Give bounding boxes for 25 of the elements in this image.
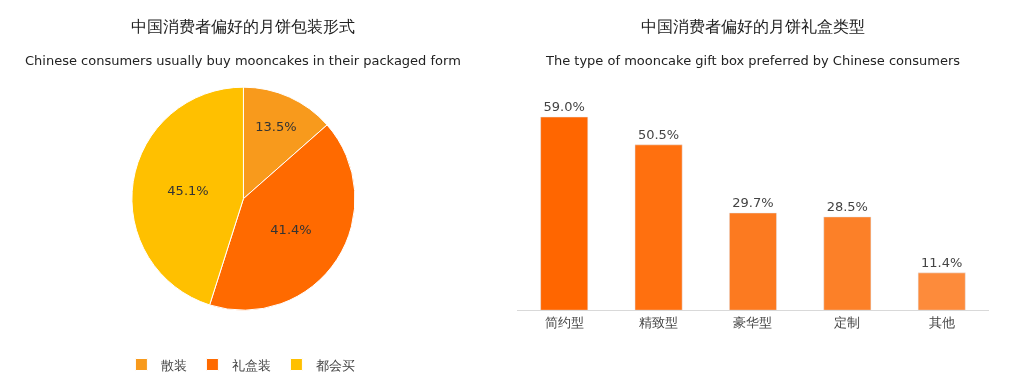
bar	[823, 216, 872, 311]
chart-title: 中国消费者偏好的月饼包装形式	[131, 17, 355, 36]
data-label: 13.5%	[255, 119, 297, 135]
legend-label: 散装	[161, 357, 188, 373]
x-tick-label: 豪华型	[733, 314, 773, 330]
legend-label: 都会买	[316, 357, 356, 373]
data-label: 29.7%	[732, 194, 774, 210]
data-label: 41.4%	[270, 222, 312, 238]
data-label: 59.0%	[543, 99, 585, 115]
x-tick-label: 定制	[834, 314, 861, 330]
bar	[917, 272, 966, 311]
x-tick-label: 精致型	[639, 314, 679, 330]
chart-subtitle: The type of mooncake gift box preferred by Chinese consumers	[545, 53, 961, 68]
chart-title: 中国消费者偏好的月饼礼盒类型	[641, 17, 865, 36]
legend-label: 礼盒装	[232, 357, 272, 373]
x-tick-label: 简约型	[544, 314, 584, 330]
bar	[540, 116, 589, 311]
data-label: 45.1%	[167, 182, 209, 198]
bar	[729, 212, 777, 311]
chart-subtitle: Chinese consumers usually buy mooncakes in their packaged form	[25, 53, 461, 68]
x-tick-label: 其他	[928, 314, 955, 330]
data-label: 28.5%	[826, 198, 868, 214]
data-label: 50.5%	[637, 126, 680, 142]
bar	[634, 144, 683, 311]
data-label: 11.4%	[921, 254, 963, 270]
